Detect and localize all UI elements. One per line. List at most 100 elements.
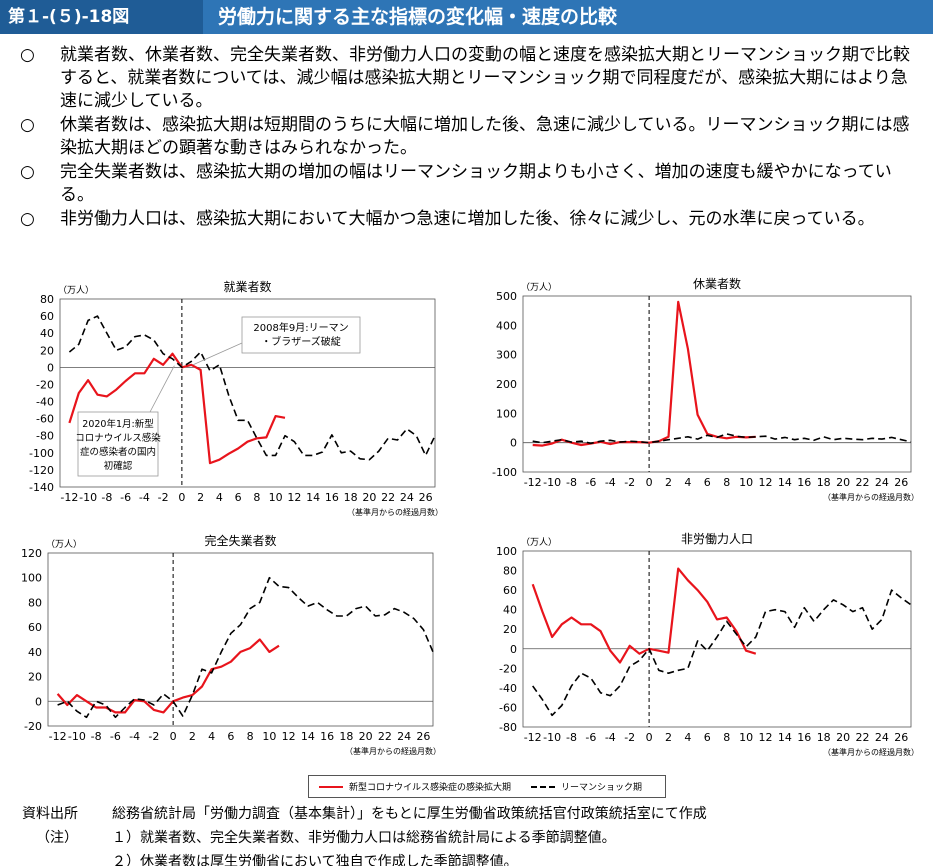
y-tick-label: -40: [499, 682, 517, 695]
x-axis-label: （基準月からの経過月数）: [823, 747, 919, 757]
x-tick-label: 0: [646, 731, 653, 744]
x-tick-label: 2: [197, 491, 204, 504]
summary-bullets: ○ 就業者数、休業者数、完全失業者数、非労働力人口の変動の幅と速度を感染拡大期と…: [20, 44, 920, 232]
x-tick-label: 20: [836, 731, 850, 744]
y-tick-label: 60: [40, 310, 54, 323]
y-tick-label: -60: [499, 701, 517, 714]
annotation-pointer-lehman: [192, 342, 243, 366]
legend-swatch-covid: [319, 785, 343, 788]
x-tick-label: 26: [419, 491, 433, 504]
y-tick-label: 40: [28, 646, 42, 659]
bullet-text: 休業者数は、感染拡大期は短期間のうちに大幅に増加した後、急速に減少している。リー…: [60, 115, 910, 158]
x-tick-label: 4: [684, 476, 691, 489]
bullet-item: ○ 休業者数は、感染拡大期は短期間のうちに大幅に増加した後、急速に減少している。…: [20, 114, 920, 160]
x-tick-label: -12: [524, 476, 542, 489]
y-tick-label: 80: [503, 565, 517, 578]
legend-swatch-lehman: [531, 785, 556, 788]
series-line-covid: [531, 567, 757, 664]
y-tick-label: 40: [40, 327, 54, 340]
x-axis-label: （基準月からの経過月数）: [347, 507, 443, 517]
legend-label-covid: 新型コロナウイルス感染症の感染拡大期: [349, 783, 512, 793]
x-tick-label: 10: [739, 731, 753, 744]
x-tick-label: 24: [400, 491, 414, 504]
x-tick-label: 16: [325, 491, 339, 504]
y-tick-label: 500: [496, 290, 517, 303]
x-tick-label: -8: [566, 731, 577, 744]
annotation-text-lehman: ・ブラザーズ破綻: [261, 335, 341, 348]
x-tick-label: 20: [362, 491, 376, 504]
x-tick-label: -4: [129, 730, 140, 743]
x-tick-label: 20: [359, 730, 373, 743]
x-tick-label: -10: [79, 491, 97, 504]
y-tick-label: 60: [28, 621, 42, 634]
y-tick-label: 60: [503, 584, 517, 597]
x-tick-label: -6: [110, 730, 121, 743]
y-tick-label: -60: [36, 413, 54, 426]
chart-legend: 新型コロナウイルス感染症の感染拡大期 リーマンショック期: [308, 775, 666, 798]
x-tick-label: 18: [817, 731, 831, 744]
x-tick-label: 10: [739, 476, 753, 489]
y-tick-label: 0: [35, 695, 42, 708]
x-tick-label: 14: [778, 731, 792, 744]
series-line-lehman: [57, 576, 434, 719]
x-tick-label: -4: [605, 731, 616, 744]
y-tick-label: -20: [499, 662, 517, 675]
y-tick-label: 80: [40, 293, 54, 306]
y-tick-label: 100: [496, 545, 517, 558]
annotation-pointer-covid: [149, 365, 175, 413]
y-tick-label: 80: [28, 596, 42, 609]
x-tick-label: 24: [397, 730, 411, 743]
y-tick-label: -40: [36, 396, 54, 409]
x-tick-label: -12: [60, 491, 78, 504]
y-tick-label: -140: [29, 481, 54, 494]
x-tick-label: -6: [585, 476, 596, 489]
x-tick-label: -2: [148, 730, 159, 743]
chart-absent: -100 0 100 200 300 400 500 -12 -10 -8 -6 -4 -2 0 2 4 6 8 1…: [475, 275, 933, 520]
x-tick-label: 22: [856, 731, 870, 744]
x-tick-label: 6: [235, 491, 242, 504]
x-tick-label: 8: [253, 491, 260, 504]
x-tick-label: 16: [320, 730, 334, 743]
y-tick-label: 40: [503, 604, 517, 617]
x-tick-label: 16: [797, 731, 811, 744]
note-text: 総務省統計局「労働力調査（基本集計）」をもとに厚生労働省政策統括官付政策統括室に…: [112, 806, 707, 822]
x-tick-label: 8: [723, 476, 730, 489]
x-tick-label: 0: [178, 491, 185, 504]
chart-employed: -140 -120 -100 -80 -60 -40 -20 0 20 40 60 80 -12 -10-…: [0, 275, 460, 520]
y-tick-label: -20: [36, 378, 54, 391]
y-tick-label: -80: [36, 430, 54, 443]
annotation-box-covid: [77, 411, 159, 477]
y-tick-label: 120: [21, 547, 42, 560]
y-tick-label: 0: [47, 361, 54, 374]
bullet-text: 非労働力人口は、感染拡大期において大幅かつ急速に増加した後、徐々に減少し、元の水…: [60, 209, 875, 229]
annotation-text-covid: 初確認: [104, 460, 133, 472]
x-tick-label: 6: [227, 730, 234, 743]
y-tick-label: 20: [503, 623, 517, 636]
y-tick-label: 0: [510, 643, 517, 656]
y-tick-label: 300: [496, 349, 517, 362]
chart-title: 就業者数: [223, 279, 271, 294]
bullet-text: 就業者数、休業者数、完全失業者数、非労働力人口の変動の幅と速度を感染拡大期とリー…: [60, 45, 910, 111]
series-line-covid: [56, 638, 280, 714]
note-label: （注）: [36, 830, 78, 846]
x-tick-label: -12: [524, 731, 542, 744]
x-tick-label: 8: [723, 731, 730, 744]
y-tick-label: 200: [496, 378, 517, 391]
annotation-text-covid: 症の感染者の国内: [80, 446, 156, 458]
chart-title: 休業者数: [693, 276, 741, 291]
x-axis-label: （基準月からの経過月数）: [823, 492, 919, 502]
bullet-text: 完全失業者数は、感染拡大期の増加の幅はリーマンショック期よりも小さく、増加の速度…: [60, 162, 892, 205]
x-tick-label: 14: [306, 491, 320, 504]
series-line-lehman: [68, 315, 436, 461]
legend-item-covid: 新型コロナウイルス感染症の感染拡大期: [319, 780, 511, 793]
annotation-text-lehman: 2008年9月:リーマン: [253, 321, 348, 334]
x-tick-label: -2: [624, 731, 635, 744]
y-tick-label: -100: [29, 447, 54, 460]
x-tick-label: -12: [49, 730, 67, 743]
bullet-mark: ○: [20, 162, 35, 182]
x-tick-label: 26: [416, 730, 430, 743]
chart-unemployed: -20 0 20 40 60 80 100 120 -12 -10 -8 -6 -4 -2 0 2 4 6 8 10 1…: [0, 528, 460, 768]
x-tick-label: 22: [856, 476, 870, 489]
